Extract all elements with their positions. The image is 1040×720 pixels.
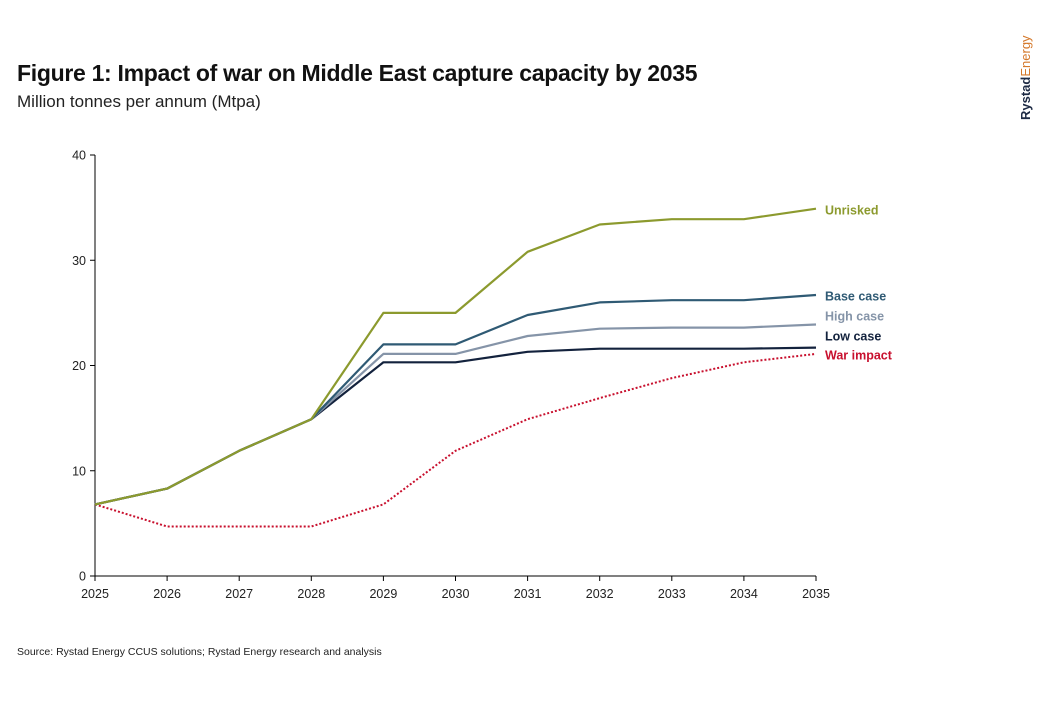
x-tick-label: 2025 [81,587,109,601]
y-tick-label: 30 [72,254,86,268]
y-tick-label: 0 [79,570,86,584]
legend-label-war-impact: War impact [825,349,893,363]
x-tick-label: 2026 [153,587,181,601]
x-tick-label: 2030 [442,587,470,601]
x-tick-label: 2027 [225,587,253,601]
chart-subtitle: Million tonnes per annum (Mtpa) [17,92,261,111]
y-tick-label: 40 [72,149,86,163]
legend-label-base-case: Base case [825,290,886,304]
x-tick-label: 2028 [297,587,325,601]
x-tick-label: 2031 [514,587,542,601]
x-tick-label: 2029 [369,587,397,601]
x-tick-label: 2032 [586,587,614,601]
series-line-unrisked [94,207,817,506]
x-tick-label: 2035 [802,587,830,601]
legend-label-low-case: Low case [825,330,881,344]
legend: Unrisked Base case High case Low case War im… [825,204,893,363]
y-tick-label: 10 [72,464,86,478]
series-line-base-case [94,293,817,506]
series-line-low-case [94,346,817,506]
source-note: Source: Rystad Energy CCUS solutions; Ry… [17,646,382,658]
legend-label-high-case: High case [825,310,884,324]
series-lines [94,207,817,528]
x-tick-label: 2034 [730,587,758,601]
y-tick-label: 20 [72,359,86,373]
legend-label-unrisked: Unrisked [825,204,879,218]
chart-title: Figure 1: Impact of war on Middle East c… [17,60,698,86]
series-line-high-case [94,323,817,506]
x-tick-label: 2033 [658,587,686,601]
series-line-war-impact [94,352,817,528]
